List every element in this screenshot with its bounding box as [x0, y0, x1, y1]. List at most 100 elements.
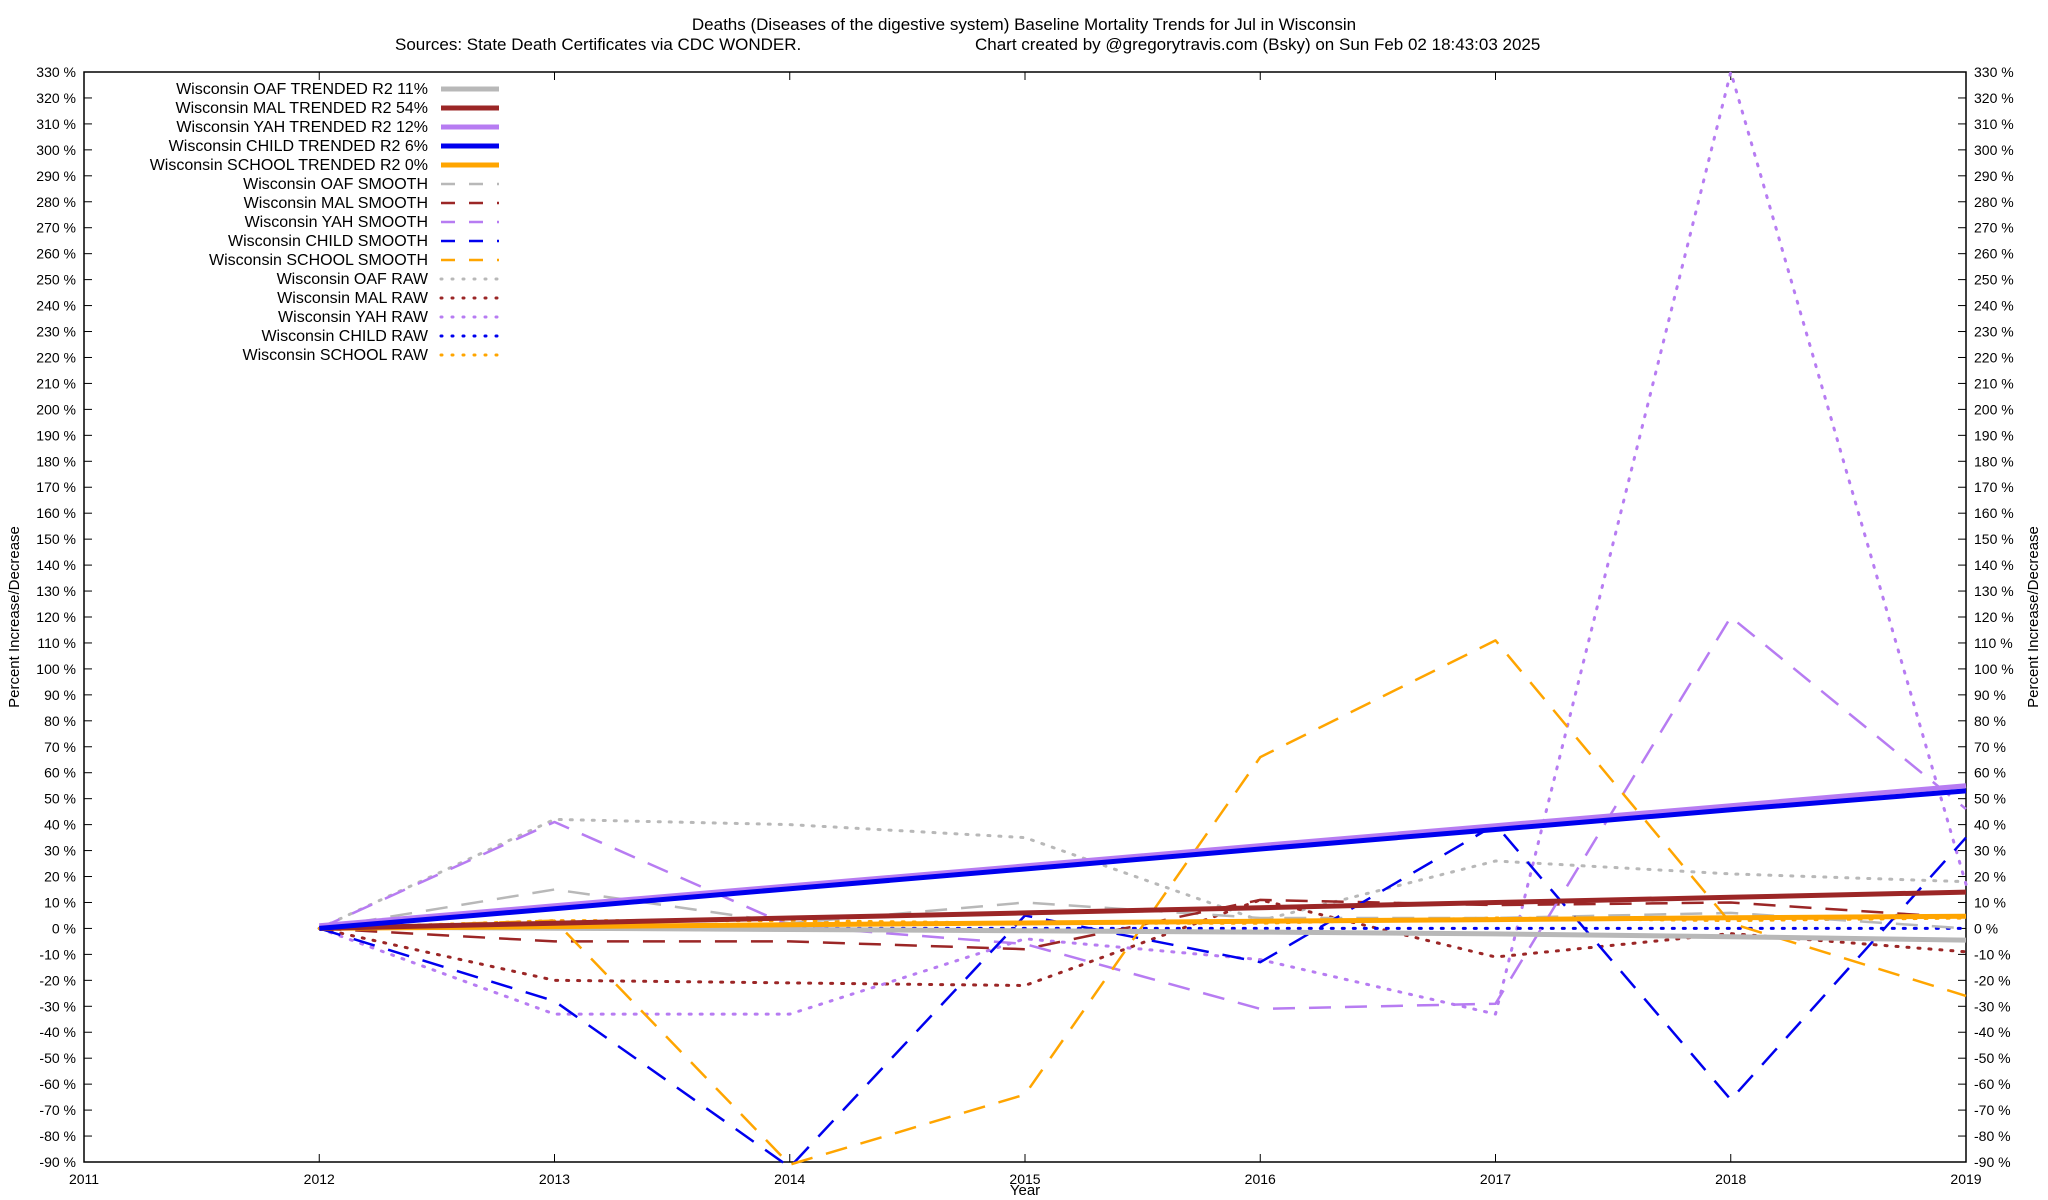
y-tick-label-right: 220 % [1974, 349, 2014, 365]
y-tick-label-left: 240 % [36, 298, 76, 314]
y-tick-label-left: 50 % [44, 791, 76, 807]
y-tick-label-left: -50 % [39, 1050, 76, 1066]
series-line-3 [319, 788, 1967, 931]
y-tick-label-left: 110 % [37, 635, 76, 651]
y-tick-label-left: 310 % [36, 116, 76, 132]
chart-title: Deaths (Diseases of the digestive system… [692, 15, 1356, 34]
y-tick-label-left: -10 % [39, 946, 76, 962]
y-tick-label-right: 210 % [1974, 375, 2014, 391]
y-tick-label-left: 30 % [44, 843, 76, 859]
chart-subtitle-right: Chart created by @gregorytravis.com (Bsk… [975, 35, 1540, 54]
legend-label-1: Wisconsin MAL TRENDED R2 54% [175, 100, 428, 117]
y-tick-label-left: 230 % [36, 324, 76, 340]
y-tick-label-right: 250 % [1974, 272, 2014, 288]
legend-label-0: Wisconsin OAF TRENDED R2 11% [176, 81, 428, 98]
y-tick-label-left: 60 % [44, 765, 76, 781]
y-tick-label-right: 130 % [1974, 583, 2014, 599]
x-axis: 2011 2012 2013 2014 2015 2016 2017 2018 2019 [69, 72, 1982, 1187]
x-tick-label: 2015 [1009, 1171, 1040, 1187]
y-tick-label-right: -10 % [1974, 946, 2011, 962]
chart-subtitle-left: Sources: State Death Certificates via CD… [395, 35, 801, 54]
x-tick-label: 2011 [69, 1171, 99, 1187]
y-tick-label-right: 110 % [1974, 635, 2013, 651]
y-tick-label-left: 290 % [36, 168, 76, 184]
y-tick-label-left: 190 % [36, 427, 76, 443]
legend-label-9: Wisconsin SCHOOL SMOOTH [209, 252, 428, 269]
legend-label-14: Wisconsin SCHOOL RAW [242, 347, 428, 364]
y-tick-label-right: 330 % [1974, 64, 2014, 80]
y-axis-right: 330 % 320 % 310 % 300 % 290 % 280 % 270 % 260 %… [1958, 64, 2014, 1170]
y-tick-label-right: 10 % [1974, 894, 2006, 910]
legend-label-12: Wisconsin YAH RAW [278, 309, 429, 326]
y-tick-label-left: -40 % [39, 1024, 76, 1040]
series-line-8 [318, 823, 1967, 1169]
y-tick-label-right: 310 % [1974, 116, 2014, 132]
x-axis-label: Year [1010, 1182, 1040, 1199]
legend: Wisconsin OAF TRENDED R2 11% Wisconsin MA… [150, 81, 501, 364]
y-tick-label-right: 30 % [1974, 843, 2006, 859]
y-tick-label-left: 320 % [36, 90, 76, 106]
legend-label-3: Wisconsin CHILD TRENDED R2 6% [169, 138, 428, 155]
y-tick-label-right: 190 % [1974, 427, 2014, 443]
y-tick-label-left: 210 % [36, 375, 76, 391]
y-tick-label-left: 180 % [36, 453, 76, 469]
y-tick-label-left: 220 % [36, 349, 76, 365]
series-line-7 [318, 615, 1967, 1011]
y-tick-label-left: 0 % [52, 920, 76, 936]
y-axis-label-left: Percent Increase/Decrease [6, 526, 23, 708]
y-tick-label-left: 330 % [36, 64, 76, 80]
series-line-10 [317, 817, 1968, 930]
series-line-1 [319, 889, 1967, 931]
y-tick-label-right: 180 % [1974, 453, 2014, 469]
y-tick-label-right: -40 % [1974, 1024, 2011, 1040]
y-axis-label-right: Percent Increase/Decrease [2025, 526, 2042, 708]
y-tick-label-right: -60 % [1974, 1076, 2011, 1092]
x-tick-label: 2018 [1715, 1171, 1746, 1187]
y-tick-label-left: 200 % [36, 401, 76, 417]
y-tick-label-left: 250 % [36, 272, 76, 288]
y-tick-label-right: 120 % [1974, 609, 2014, 625]
y-tick-label-left: 140 % [36, 557, 76, 573]
y-tick-label-right: 150 % [1974, 531, 2014, 547]
y-tick-label-left: 10 % [44, 894, 76, 910]
y-tick-label-left: 280 % [36, 194, 76, 210]
y-tick-label-right: 90 % [1974, 687, 2006, 703]
y-tick-label-left: 150 % [36, 531, 76, 547]
y-tick-label-right: -20 % [1974, 972, 2011, 988]
y-tick-label-right: 280 % [1974, 194, 2014, 210]
series-line-11 [317, 898, 1968, 987]
y-tick-label-left: 130 % [36, 583, 76, 599]
y-tick-label-right: 260 % [1974, 246, 2014, 262]
legend-label-6: Wisconsin MAL SMOOTH [244, 195, 428, 212]
y-tick-label-right: 60 % [1974, 765, 2006, 781]
legend-label-5: Wisconsin OAF SMOOTH [243, 176, 428, 193]
y-tick-label-left: 70 % [44, 739, 76, 755]
y-tick-label-right: 70 % [1974, 739, 2006, 755]
y-tick-label-left: 90 % [44, 687, 76, 703]
y-tick-label-left: 270 % [36, 220, 76, 236]
legend-label-13: Wisconsin CHILD RAW [261, 328, 428, 345]
y-tick-label-right: -70 % [1974, 1102, 2011, 1118]
y-tick-label-right: 300 % [1974, 142, 2014, 158]
series-line-12 [317, 70, 1968, 1016]
y-tick-label-left: -80 % [39, 1128, 76, 1144]
y-tick-label-left: 260 % [36, 246, 76, 262]
y-tick-label-left: -20 % [39, 972, 76, 988]
series-line-2 [319, 783, 1967, 929]
legend-label-11: Wisconsin MAL RAW [277, 290, 429, 307]
x-tick-label: 2019 [1950, 1171, 1981, 1187]
y-tick-label-left: 160 % [36, 505, 76, 521]
x-tick-label: 2014 [774, 1171, 805, 1187]
series-line-4 [319, 913, 1967, 931]
y-tick-label-left: -90 % [39, 1154, 76, 1170]
legend-label-2: Wisconsin YAH TRENDED R2 12% [176, 119, 428, 136]
series-line-6 [319, 898, 1967, 951]
y-tick-label-left: 20 % [44, 869, 76, 885]
y-tick-label-left: 120 % [36, 609, 76, 625]
x-tick-label: 2012 [304, 1171, 335, 1187]
y-tick-label-right: 290 % [1974, 168, 2014, 184]
legend-label-4: Wisconsin SCHOOL TRENDED R2 0% [150, 157, 428, 174]
y-tick-label-right: 40 % [1974, 817, 2006, 833]
y-tick-label-right: 200 % [1974, 401, 2014, 417]
